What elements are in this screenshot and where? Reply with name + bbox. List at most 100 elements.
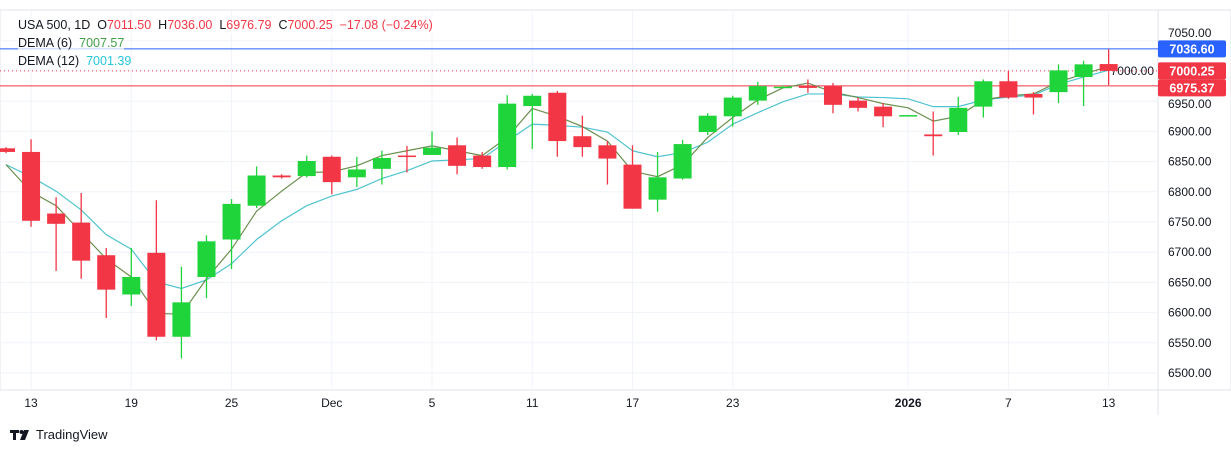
- candle: [0, 147, 15, 154]
- candle: [648, 151, 667, 212]
- x-tick-label: 25: [225, 396, 239, 410]
- x-tick-label: 7: [1005, 396, 1012, 410]
- candle: [197, 235, 216, 299]
- candle-body: [473, 155, 492, 168]
- candle: [1074, 60, 1093, 107]
- candle-body: [47, 213, 66, 224]
- candle: [723, 95, 742, 127]
- candle-body: [949, 107, 968, 133]
- tradingview-logo-icon: [10, 429, 29, 440]
- candle-body: [372, 157, 391, 169]
- price-chart[interactable]: 6500.00 6550.00 6600.00 6650.00 6700.00 6750.…: [0, 0, 1231, 420]
- candle-body: [448, 145, 467, 166]
- x-tick-label: 11: [526, 396, 539, 410]
- candle: [498, 95, 517, 170]
- candle: [1049, 64, 1068, 104]
- candle: [899, 115, 918, 117]
- dema12-value: 7001.39: [86, 54, 132, 68]
- candle-body: [423, 147, 442, 155]
- indicator-dema12[interactable]: DEMA (12) 7001.39: [18, 52, 132, 70]
- candle-body: [673, 144, 692, 179]
- candle: [874, 103, 893, 128]
- candle-body: [272, 175, 291, 178]
- x-tick-label: 19: [125, 396, 139, 410]
- candle: [122, 247, 141, 306]
- candle-body: [573, 136, 592, 148]
- candle: [773, 85, 792, 89]
- candle: [222, 199, 241, 270]
- tradingview-logo[interactable]: TradingView: [10, 427, 108, 442]
- candle-body: [523, 95, 542, 107]
- candle: [924, 111, 943, 156]
- candle-body: [97, 255, 116, 290]
- candle-body: [0, 148, 15, 152]
- candle: [423, 131, 442, 155]
- x-tick-label: Dec: [321, 396, 342, 410]
- candle: [72, 193, 91, 279]
- candle-body: [648, 177, 667, 200]
- candle: [598, 141, 617, 185]
- candle: [999, 71, 1018, 99]
- candle-body: [924, 134, 943, 137]
- candle-body: [197, 241, 216, 277]
- candle-body: [773, 86, 792, 89]
- candle-body: [1074, 64, 1093, 78]
- open-value: 7011.50: [106, 18, 152, 32]
- candle-body: [247, 175, 266, 206]
- candle: [849, 97, 868, 112]
- y-tick-label: 7050.00: [1168, 26, 1212, 40]
- indicator-dema6[interactable]: DEMA (6) 7007.57: [18, 34, 125, 52]
- candle: [623, 145, 642, 209]
- x-tick-label: 17: [626, 396, 640, 410]
- candle-body: [347, 169, 366, 178]
- y-tick-label: 6850.00: [1168, 155, 1212, 169]
- price-badge: [1158, 79, 1226, 97]
- candle: [1024, 92, 1043, 115]
- low-value: 6976.79: [226, 18, 272, 32]
- candle: [823, 83, 842, 114]
- candle-body: [748, 86, 767, 101]
- candle: [974, 79, 993, 118]
- y-tick-label: 6800.00: [1168, 185, 1212, 199]
- candle: [698, 113, 717, 136]
- logo-text: TradingView: [36, 427, 108, 442]
- candle: [548, 90, 567, 157]
- close-value: 7000.25: [287, 18, 333, 32]
- x-tick-label: 23: [726, 396, 740, 410]
- candle-body: [322, 156, 341, 183]
- candle: [97, 247, 116, 319]
- candle-body: [598, 145, 617, 159]
- candle-body: [498, 103, 517, 168]
- candle: [247, 166, 266, 209]
- candle: [172, 266, 191, 359]
- candle: [573, 115, 592, 157]
- candle-body: [1099, 64, 1118, 71]
- candle-body: [22, 151, 41, 221]
- y-tick-label: 6700.00: [1168, 245, 1212, 259]
- candle: [673, 139, 692, 180]
- candle: [297, 155, 316, 178]
- candle-body: [1024, 93, 1043, 98]
- candle-body: [222, 203, 241, 240]
- candle: [748, 81, 767, 105]
- candle: [272, 174, 291, 179]
- price-badge: [1158, 62, 1226, 80]
- candle-body: [397, 155, 416, 158]
- x-tick-label: 5: [429, 396, 436, 410]
- candle-body: [297, 160, 316, 177]
- candle-body: [172, 302, 191, 337]
- candle-body: [798, 86, 817, 88]
- candle: [322, 155, 341, 195]
- y-tick-label: 6550.00: [1168, 336, 1212, 350]
- x-tick-label: 13: [1102, 396, 1116, 410]
- candle-body: [849, 100, 868, 108]
- y-tick-label: 6750.00: [1168, 215, 1212, 229]
- candle-body: [899, 115, 918, 117]
- dema6-name: DEMA (6): [18, 36, 73, 50]
- dema12-name: DEMA (12): [18, 54, 80, 68]
- candle-body: [698, 115, 717, 133]
- candle: [523, 93, 542, 149]
- chart-legend: USA 500, 1D O7011.50 H7036.00 L6976.79 C…: [18, 16, 433, 70]
- x-tick-label: 2026: [895, 396, 922, 410]
